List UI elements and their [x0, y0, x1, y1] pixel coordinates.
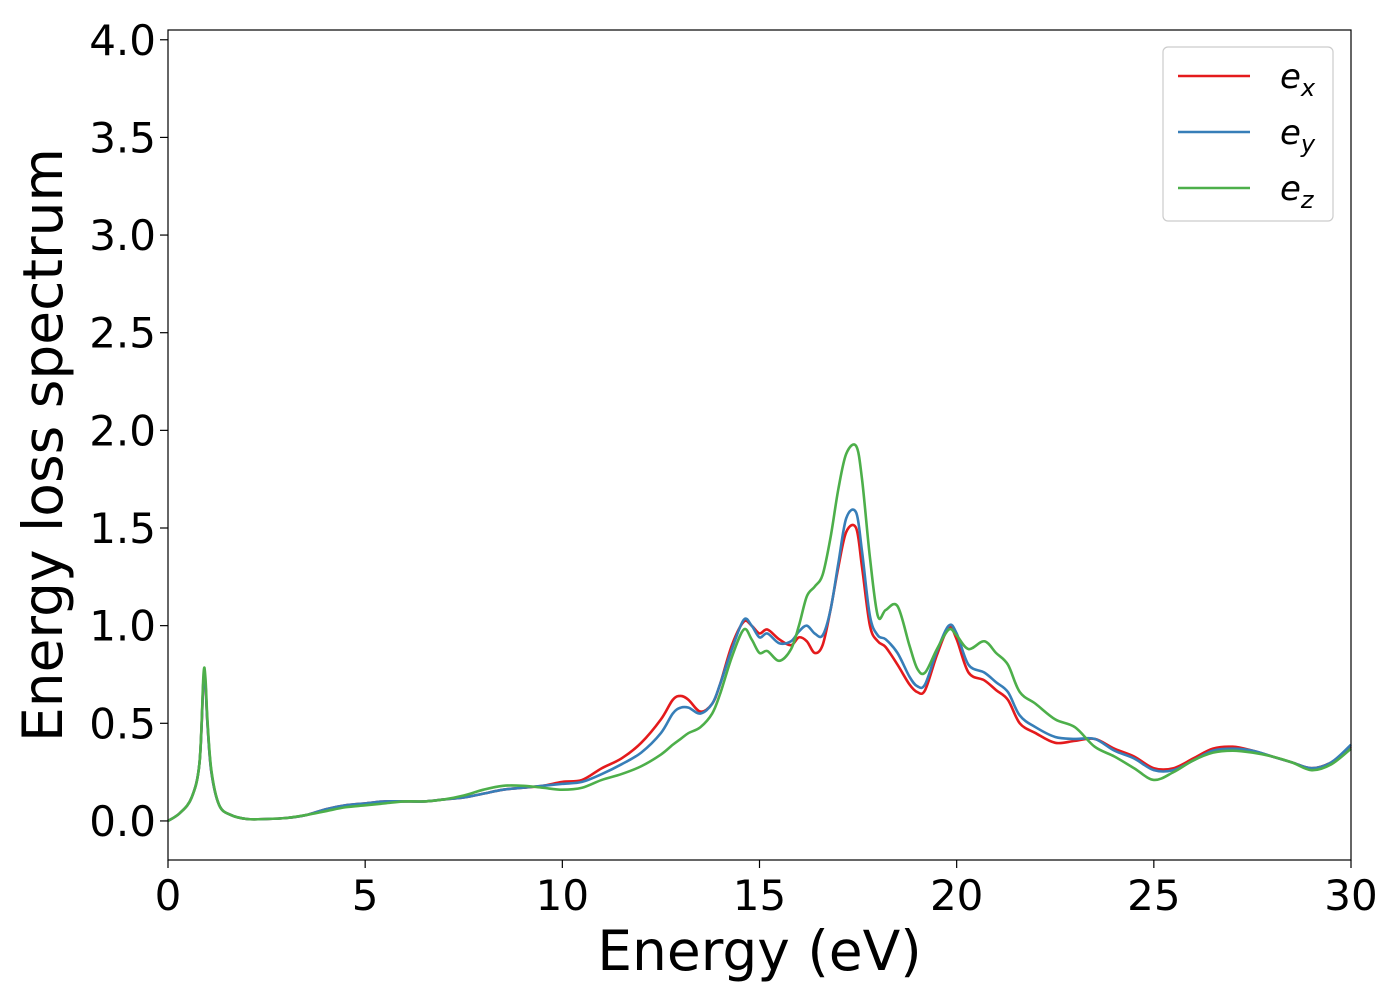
y-tick-label: 4.0	[89, 16, 156, 65]
x-tick-label: 20	[930, 871, 983, 920]
legend-label: ez	[1280, 169, 1315, 214]
x-tick-label: 15	[733, 871, 786, 920]
legend: ex ey ez	[1162, 46, 1334, 222]
plot-area	[168, 30, 1351, 860]
y-axis-ticks: 0.0 0.5 1.0 1.5 2.0 2.5 3.0 3.5 4.0	[89, 16, 168, 846]
legend-label: ey	[1280, 113, 1316, 158]
y-tick-label: 0.0	[89, 797, 156, 846]
x-tick-label: 5	[352, 871, 379, 920]
series-line-e-y	[167, 508, 1352, 823]
legend-label: ex	[1280, 57, 1316, 102]
y-tick-label: 3.0	[89, 211, 156, 260]
y-axis-title: Energy loss spectrum	[11, 148, 75, 742]
x-axis-ticks: 0 5 10 15 20 25 30	[155, 860, 1378, 920]
series-line-e-z	[167, 443, 1352, 823]
x-tick-label: 25	[1127, 871, 1180, 920]
x-axis-title: Energy (eV)	[597, 919, 921, 983]
x-tick-label: 0	[155, 871, 182, 920]
y-tick-label: 2.0	[89, 406, 156, 455]
legend-box	[1162, 46, 1334, 222]
x-tick-label: 30	[1324, 871, 1377, 920]
y-tick-label: 3.5	[89, 113, 156, 162]
y-tick-label: 2.5	[89, 309, 156, 358]
series-layer	[167, 443, 1352, 823]
y-tick-label: 1.5	[89, 504, 156, 553]
x-tick-label: 10	[536, 871, 589, 920]
y-tick-label: 0.5	[89, 699, 156, 748]
y-tick-label: 1.0	[89, 602, 156, 651]
